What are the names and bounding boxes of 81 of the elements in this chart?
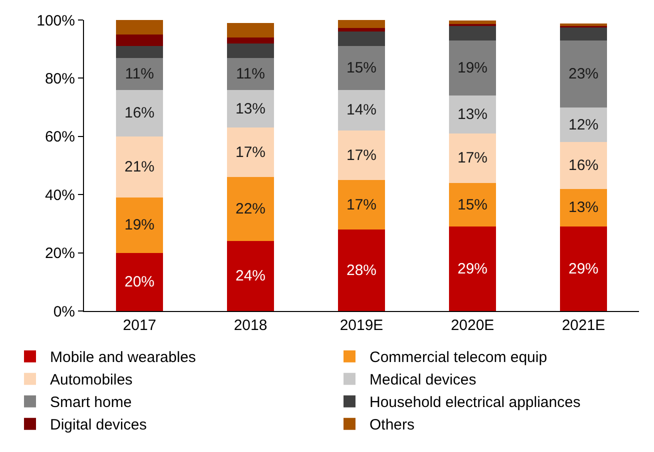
- data-label: 13%: [568, 199, 599, 216]
- data-label: 17%: [346, 196, 377, 214]
- legend-label: Household electrical appliances: [370, 394, 580, 412]
- x-tick-label: 2021E: [562, 317, 606, 334]
- data-label: 20%: [124, 273, 155, 290]
- bar: [338, 46, 385, 90]
- bar: [116, 90, 163, 136]
- bar: [116, 198, 163, 253]
- data-label: 11%: [125, 65, 154, 82]
- data-label: 21%: [124, 158, 155, 176]
- bar: [116, 252, 163, 311]
- bar: [227, 58, 274, 90]
- data-label: 19%: [124, 216, 155, 234]
- bar: [449, 20, 496, 24]
- x-tick-label: 2018: [234, 317, 268, 334]
- data-label: 13%: [457, 106, 488, 124]
- bar: [227, 241, 274, 311]
- data-label: 17%: [457, 150, 488, 167]
- y-tick-label: 20%: [44, 245, 75, 262]
- legend-label: Mobile and wearables: [50, 349, 196, 366]
- bar: [338, 20, 385, 28]
- bar: [338, 28, 385, 32]
- y-tick-label: 40%: [44, 186, 75, 204]
- bar: [449, 96, 496, 134]
- y-tick-label: 0%: [53, 303, 75, 320]
- x-tick-label: 2020E: [450, 317, 494, 334]
- data-label: 16%: [124, 104, 155, 122]
- legend-label: Commercial telecom equip: [370, 349, 548, 366]
- data-label: 29%: [457, 260, 488, 278]
- bar: [227, 22, 274, 38]
- data-label: 17%: [346, 146, 377, 164]
- y-tick-label: 80%: [44, 70, 75, 88]
- bar: [338, 32, 385, 46]
- bar: [560, 226, 607, 311]
- bar: [449, 133, 496, 183]
- legend-label: Digital devices: [50, 416, 147, 434]
- bar: [449, 226, 496, 311]
- data-label: 11%: [236, 65, 265, 82]
- data-label: 15%: [346, 60, 377, 77]
- bar: [560, 27, 607, 40]
- bar: [227, 90, 274, 128]
- bar: [116, 20, 163, 35]
- data-label: 14%: [346, 102, 377, 119]
- data-label: 12%: [568, 116, 599, 134]
- data-label: 24%: [235, 268, 266, 285]
- bar: [560, 107, 607, 142]
- y-tick-label: 100%: [36, 12, 75, 30]
- legend-label: Medical devices: [370, 372, 476, 389]
- data-label: 17%: [235, 144, 266, 161]
- data-label: 19%: [457, 60, 488, 77]
- data-label: 16%: [568, 157, 599, 174]
- bar: [560, 142, 607, 189]
- data-label: 28%: [346, 262, 377, 279]
- legend-label: Smart home: [50, 394, 132, 412]
- data-label: 29%: [568, 260, 599, 278]
- y-tick-label: 60%: [44, 128, 75, 146]
- legend-label: Others: [370, 416, 415, 434]
- bar: [338, 90, 385, 131]
- bar: [227, 177, 274, 242]
- bar: [560, 188, 607, 227]
- bar: [338, 130, 385, 180]
- data-label: 13%: [235, 100, 266, 118]
- bar: [116, 136, 163, 198]
- bar: [227, 37, 274, 44]
- bar: [338, 230, 385, 311]
- bar: [116, 34, 163, 46]
- bar: [338, 180, 385, 230]
- x-tick-label: 2017: [122, 317, 156, 334]
- bar: [560, 40, 607, 108]
- bar: [449, 182, 496, 227]
- bar: [449, 26, 496, 40]
- data-label: 15%: [457, 196, 488, 214]
- bar: [116, 58, 163, 90]
- data-label: 22%: [235, 200, 266, 218]
- x-tick-label: 2019E: [340, 317, 384, 334]
- bar: [227, 43, 274, 58]
- legend-label: Automobiles: [50, 372, 133, 389]
- bar: [227, 128, 274, 178]
- data-label: 23%: [568, 65, 599, 82]
- bar: [449, 40, 496, 96]
- bar: [116, 46, 163, 58]
